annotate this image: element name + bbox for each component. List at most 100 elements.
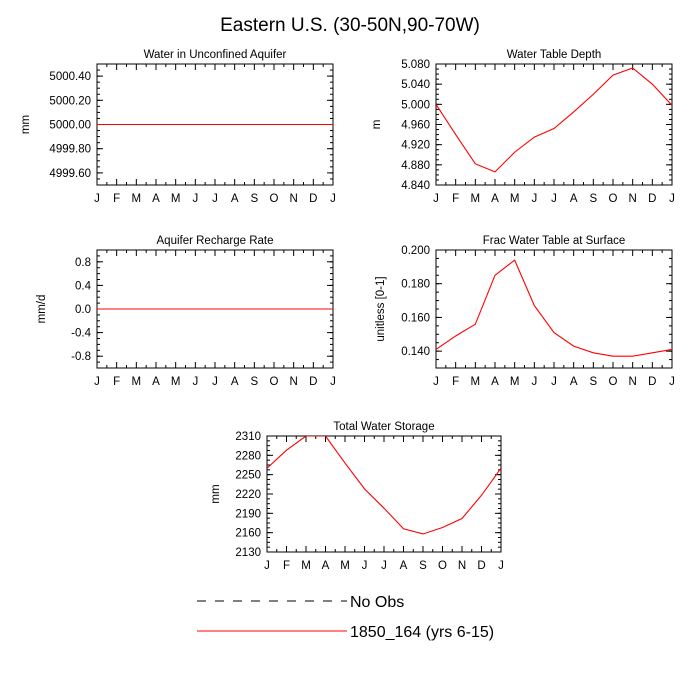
y-tick-label: 2160 [235, 528, 261, 540]
x-tick-label: J [531, 193, 537, 205]
y-tick-label: 0.160 [401, 312, 430, 324]
x-tick-label: J [669, 376, 675, 388]
panel-1-ylabel: mm [20, 115, 32, 134]
x-tick-label: J [192, 376, 198, 388]
x-tick-label: J [94, 193, 100, 205]
y-tick-label: 5000.00 [49, 120, 91, 132]
panel-2-title: Water Table Depth [507, 49, 602, 61]
x-tick-label: J [362, 560, 368, 572]
x-tick-label: A [400, 560, 408, 572]
x-tick-label: D [477, 560, 485, 572]
x-tick-label: M [132, 193, 142, 205]
y-tick-label: 4.840 [401, 180, 430, 192]
x-tick-label: J [433, 376, 439, 388]
x-tick-label: M [471, 193, 481, 205]
x-tick-label: D [648, 376, 656, 388]
x-tick-label: A [152, 376, 160, 388]
y-tick-label: 2280 [235, 450, 261, 462]
x-tick-label: J [498, 560, 504, 572]
x-tick-label: J [212, 376, 218, 388]
y-tick-label: 2250 [235, 470, 261, 482]
y-tick-label: 0.4 [75, 280, 92, 292]
x-tick-label: J [94, 376, 100, 388]
y-tick-label: 0.8 [75, 257, 91, 269]
y-tick-label: 0.0 [75, 304, 91, 316]
x-tick-label: A [570, 376, 578, 388]
y-tick-label: -0.4 [71, 328, 91, 340]
series-line [436, 259, 672, 357]
x-tick-label: J [212, 193, 218, 205]
panel-2-frame [435, 63, 673, 186]
y-tick-label: 4999.60 [49, 168, 91, 180]
x-tick-label: O [270, 376, 279, 388]
y-tick-label: 5000.40 [49, 71, 91, 83]
y-tick-label: 0.200 [401, 245, 430, 257]
x-tick-label: N [629, 376, 637, 388]
x-tick-label: A [570, 193, 578, 205]
x-tick-label: J [551, 193, 557, 205]
x-tick-label: J [531, 376, 537, 388]
x-tick-label: D [309, 193, 317, 205]
x-tick-label: M [171, 193, 181, 205]
x-tick-label: J [433, 193, 439, 205]
panel-3-title: Aquifer Recharge Rate [157, 235, 274, 247]
legend: No Obs 1850_164 (yrs 6-15) [197, 594, 494, 641]
x-tick-label: S [250, 193, 258, 205]
x-tick-label: S [589, 376, 597, 388]
panel-3-ylabel: mm/d [36, 295, 48, 324]
x-tick-label: J [264, 560, 270, 572]
x-tick-label: O [609, 376, 618, 388]
x-tick-label: O [438, 560, 447, 572]
x-tick-label: A [231, 193, 239, 205]
x-tick-label: M [510, 193, 520, 205]
x-tick-label: J [330, 193, 336, 205]
x-tick-label: M [510, 376, 520, 388]
x-tick-label: S [419, 560, 427, 572]
y-tick-label: 4.960 [401, 120, 430, 132]
x-tick-label: A [491, 193, 499, 205]
x-tick-label: A [491, 376, 499, 388]
panel-1-title: Water in Unconfined Aquifer [144, 49, 287, 61]
x-tick-label: J [381, 560, 387, 572]
panel-4-title: Frac Water Table at Surface [483, 235, 626, 247]
x-tick-label: F [452, 193, 459, 205]
x-tick-label: N [290, 193, 298, 205]
y-tick-label: 5000.20 [49, 95, 91, 107]
x-tick-label: M [301, 560, 311, 572]
y-tick-label: 2220 [235, 489, 261, 501]
x-tick-label: N [290, 376, 298, 388]
x-tick-label: A [231, 376, 239, 388]
series-line [436, 67, 672, 173]
y-tick-label: 2310 [235, 431, 261, 443]
x-tick-label: S [250, 376, 258, 388]
y-tick-label: 5.040 [401, 79, 430, 91]
panel-4-ylabel: unitless [0-1] [375, 276, 387, 341]
x-tick-label: J [669, 193, 675, 205]
y-tick-label: 2130 [235, 547, 261, 559]
x-tick-label: F [113, 376, 120, 388]
x-tick-label: O [609, 193, 618, 205]
x-tick-label: A [152, 193, 160, 205]
panel-5-ylabel: mm [210, 484, 222, 503]
x-tick-label: J [330, 376, 336, 388]
x-tick-label: N [458, 560, 466, 572]
x-tick-label: J [551, 376, 557, 388]
legend-label-model: 1850_164 (yrs 6-15) [350, 624, 494, 641]
panel-5-title: Total Water Storage [333, 421, 434, 433]
y-tick-label: 0.140 [401, 346, 430, 358]
y-tick-label: 5.000 [401, 99, 430, 111]
x-tick-label: A [322, 560, 330, 572]
panel-4-frame [435, 249, 673, 369]
series-line [267, 436, 501, 535]
x-tick-label: M [132, 376, 142, 388]
x-tick-label: S [589, 193, 597, 205]
x-tick-label: J [192, 193, 198, 205]
y-tick-label: 5.080 [401, 59, 430, 71]
